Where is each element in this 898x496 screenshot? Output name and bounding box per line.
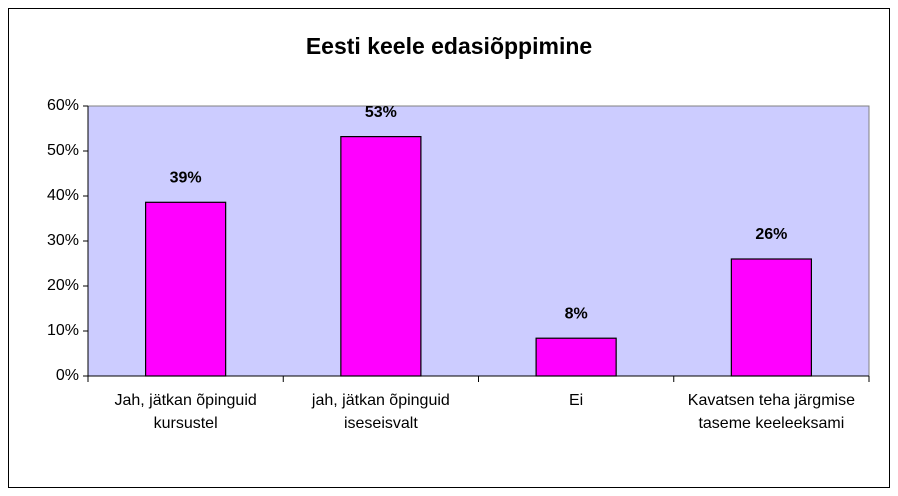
y-tick-label: 10% (47, 322, 79, 339)
bar (144, 201, 227, 377)
chart-title: Eesti keele edasiõppimine (306, 33, 592, 59)
data-label: 8% (565, 305, 588, 322)
y-tick-label: 40% (47, 187, 79, 204)
x-tick-label: Ei (569, 392, 584, 409)
data-label: 26% (755, 226, 787, 243)
x-tick-label: Kavatsen teha järgmise taseme keeleeksam… (687, 392, 855, 432)
x-tick-label: jah, jätkan õpinguid iseseisvalt (311, 392, 450, 432)
bar (535, 337, 617, 377)
y-tick-label: 0% (56, 367, 79, 384)
y-tick-label: 20% (47, 277, 79, 294)
y-tick-label: 50% (47, 142, 79, 159)
y-tick-label: 60% (47, 97, 79, 114)
y-tick-label: 30% (47, 232, 79, 249)
bar (730, 258, 813, 377)
bar (340, 136, 422, 377)
x-tick-label: Jah, jätkan õpinguid kursustel (114, 392, 257, 432)
data-label: 39% (170, 170, 202, 187)
data-label: 53% (365, 104, 397, 121)
